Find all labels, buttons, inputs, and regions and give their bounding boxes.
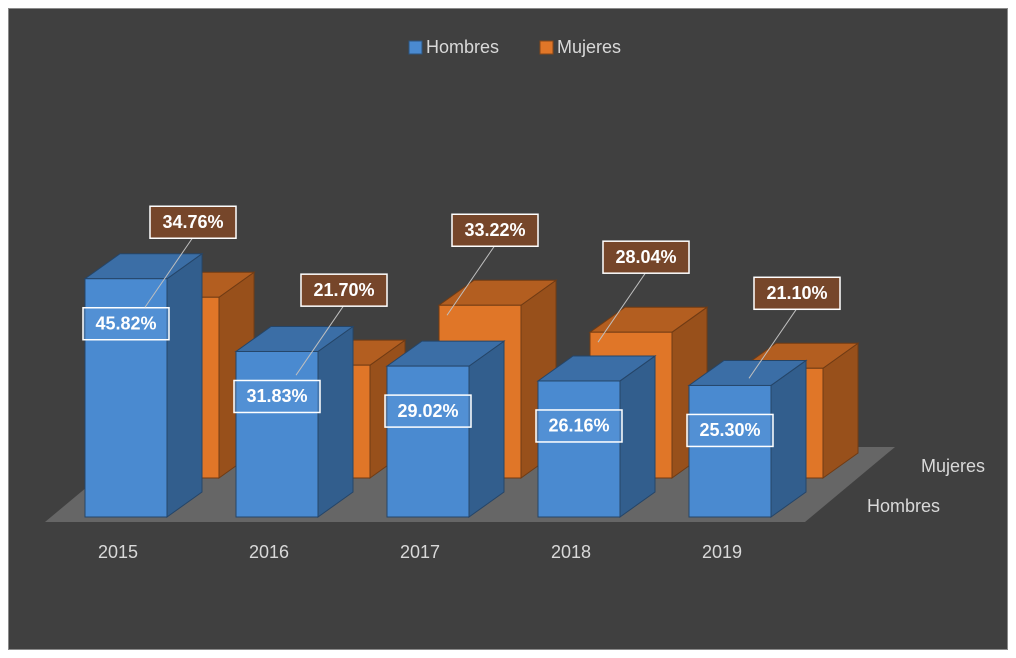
x-tick-label: 2017 — [400, 542, 440, 562]
bar-side — [619, 354, 656, 518]
data-label: 34.76% — [162, 212, 223, 232]
x-tick-label: 2019 — [702, 542, 742, 562]
data-label: 28.04% — [615, 247, 676, 267]
bar-front — [688, 384, 772, 518]
legend-swatch — [408, 40, 423, 55]
bar-side — [317, 325, 354, 518]
bar-side — [770, 359, 807, 518]
data-label-box — [82, 306, 170, 341]
bar-front — [537, 380, 621, 518]
leader-line — [446, 244, 496, 316]
bar-front — [386, 365, 470, 518]
bar — [234, 325, 355, 518]
depth-label: Mujeres — [921, 456, 985, 476]
data-label-box — [686, 413, 774, 448]
data-label: 33.22% — [464, 220, 525, 240]
data-label: 29.02% — [397, 401, 458, 421]
bar — [83, 252, 204, 518]
bar — [385, 340, 506, 518]
data-label-box — [233, 379, 321, 414]
data-label: 21.70% — [313, 280, 374, 300]
bar — [687, 359, 808, 518]
data-label: 45.82% — [95, 313, 156, 333]
data-label-box — [602, 240, 690, 274]
legend-swatch — [539, 40, 554, 55]
data-label: 31.83% — [246, 386, 307, 406]
data-label-box — [384, 394, 472, 428]
data-label-box — [753, 276, 841, 311]
data-label: 25.30% — [699, 420, 760, 440]
data-label-box — [149, 205, 237, 239]
leader-line — [295, 304, 345, 376]
x-tick-label: 2016 — [249, 542, 289, 562]
legend-label: Mujeres — [557, 37, 621, 57]
legend-label: Hombres — [426, 37, 499, 57]
leader-line — [748, 307, 798, 379]
bar-front — [235, 350, 319, 518]
data-label-box — [300, 273, 388, 307]
bar-side — [468, 340, 505, 518]
data-label-box — [451, 213, 539, 248]
data-label: 21.10% — [766, 283, 827, 303]
data-label-box — [535, 409, 623, 443]
x-tick-label: 2015 — [98, 542, 138, 562]
x-tick-label: 2018 — [551, 542, 591, 562]
depth-label: Hombres — [867, 496, 940, 516]
bar — [536, 354, 657, 518]
data-label: 26.16% — [548, 416, 609, 436]
leader-line — [144, 236, 194, 308]
bar-side — [166, 252, 203, 518]
leader-line — [597, 271, 647, 343]
